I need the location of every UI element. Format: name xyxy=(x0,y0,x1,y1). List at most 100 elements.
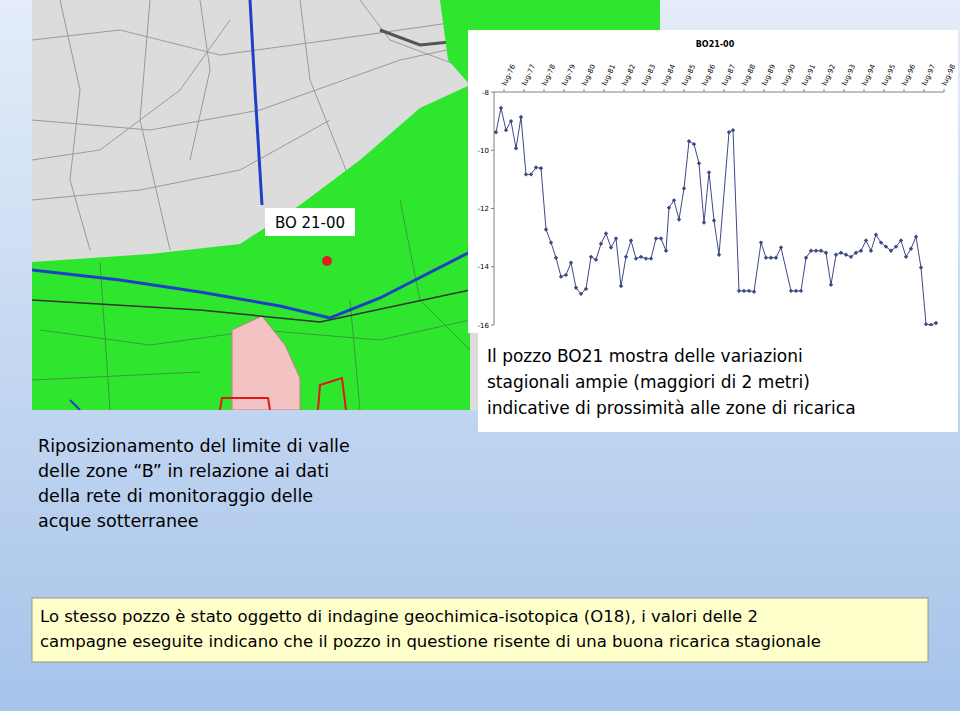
x-tick xyxy=(664,89,665,92)
x-tick-label: lug-79 xyxy=(561,63,578,87)
data-point xyxy=(879,240,883,244)
data-point xyxy=(899,238,903,242)
data-point xyxy=(794,289,798,293)
x-tick-label: lug-88 xyxy=(741,63,758,87)
data-point xyxy=(589,255,593,259)
caption-box xyxy=(478,333,958,432)
data-point xyxy=(742,289,746,293)
x-tick-label: lug-86 xyxy=(701,63,718,87)
data-point xyxy=(874,233,878,237)
map-street xyxy=(190,0,210,160)
x-tick xyxy=(804,89,805,92)
x-tick-label: lug-94 xyxy=(861,63,878,87)
map-street xyxy=(32,45,470,130)
data-point xyxy=(599,242,603,246)
data-point xyxy=(774,256,778,260)
data-point xyxy=(779,245,783,249)
data-point xyxy=(829,283,833,287)
data-point xyxy=(789,289,793,293)
data-point xyxy=(914,235,918,239)
data-point xyxy=(524,172,528,176)
y-tick xyxy=(491,208,494,209)
data-point xyxy=(717,253,721,257)
x-tick-label: lug-92 xyxy=(821,63,838,87)
x-tick xyxy=(604,89,605,92)
data-point xyxy=(934,321,938,325)
data-point xyxy=(692,142,696,146)
y-tick-label: -14 xyxy=(478,263,490,271)
data-point xyxy=(654,236,658,240)
data-point xyxy=(904,255,908,259)
data-point xyxy=(707,170,711,174)
map-outline xyxy=(318,378,346,410)
x-tick-label: lug-83 xyxy=(641,63,658,87)
data-point xyxy=(894,244,898,248)
data-point xyxy=(764,256,768,260)
map-label: BO 21-00 xyxy=(275,214,345,232)
x-tick xyxy=(544,89,545,92)
data-point xyxy=(799,289,803,293)
data-point xyxy=(549,240,553,244)
x-tick xyxy=(684,89,685,92)
data-point xyxy=(539,166,543,170)
map-street xyxy=(140,0,170,250)
data-point xyxy=(534,165,538,169)
data-point xyxy=(859,249,863,253)
data-point xyxy=(584,287,588,291)
data-point xyxy=(731,128,735,132)
x-tick xyxy=(644,89,645,92)
data-point xyxy=(747,289,751,293)
data-point xyxy=(697,161,701,165)
x-axis xyxy=(494,92,944,93)
x-tick xyxy=(744,89,745,92)
map-limit-line xyxy=(70,400,80,410)
data-point xyxy=(677,217,681,221)
data-point xyxy=(854,251,858,255)
x-tick xyxy=(624,89,625,92)
data-point xyxy=(594,258,598,262)
x-tick xyxy=(824,89,825,92)
map-street xyxy=(300,0,350,180)
x-tick xyxy=(584,89,585,92)
x-tick-label: lug-81 xyxy=(601,63,618,87)
left-text-line: delle zone “B” in relazione ai dati xyxy=(38,461,329,481)
data-point xyxy=(737,289,741,293)
data-point xyxy=(624,255,628,259)
data-point xyxy=(667,205,671,209)
data-point xyxy=(554,256,558,260)
x-tick-label: lug-89 xyxy=(761,63,778,87)
chart-background xyxy=(468,30,958,333)
x-tick xyxy=(844,89,845,92)
data-point xyxy=(619,284,623,288)
x-tick xyxy=(564,89,565,92)
x-tick-label: lug-91 xyxy=(801,63,818,87)
data-point xyxy=(509,119,513,123)
data-point xyxy=(569,260,573,264)
map-street xyxy=(100,262,110,410)
data-point xyxy=(687,139,691,143)
x-tick xyxy=(784,89,785,92)
data-point xyxy=(839,251,843,255)
data-point xyxy=(844,253,848,257)
x-tick xyxy=(904,89,905,92)
y-tick xyxy=(491,150,494,151)
x-tick-label: lug-76 xyxy=(501,63,518,87)
data-point xyxy=(514,146,518,150)
data-point xyxy=(814,249,818,253)
y-tick-label: -8 xyxy=(482,89,489,97)
y-tick-label: -10 xyxy=(478,147,489,155)
x-tick-label: lug-85 xyxy=(681,63,698,87)
data-point xyxy=(499,106,503,110)
data-point xyxy=(629,238,633,242)
x-tick xyxy=(724,89,725,92)
x-tick-label: lug-96 xyxy=(901,63,918,87)
data-point xyxy=(864,238,868,242)
x-tick xyxy=(704,89,705,92)
y-tick-label: -16 xyxy=(478,322,490,330)
data-point xyxy=(759,240,763,244)
x-tick-label: lug-84 xyxy=(661,63,678,87)
x-tick-label: lug-97 xyxy=(921,63,938,87)
data-point xyxy=(609,245,613,249)
data-point xyxy=(604,231,608,235)
x-tick-label: lug-93 xyxy=(841,63,858,87)
